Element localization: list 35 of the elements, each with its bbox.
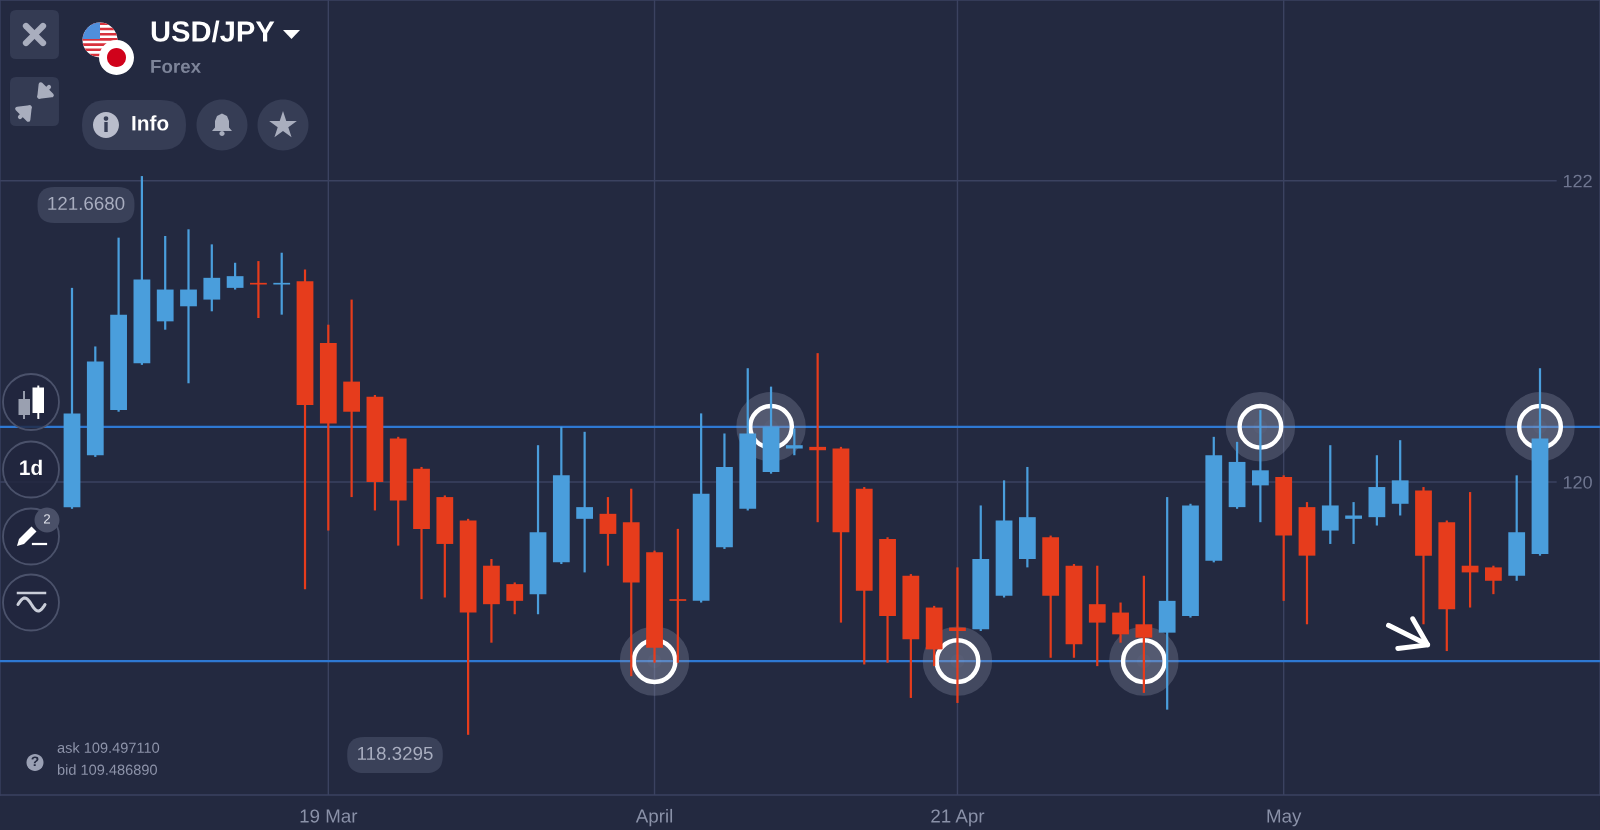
candlestick xyxy=(180,228,197,385)
candlestick xyxy=(1391,439,1409,517)
annotation: bid 109.486890 xyxy=(57,764,157,775)
text: USD/JPY xyxy=(151,20,275,43)
candlestick xyxy=(506,581,524,616)
annotation: 118.3295 xyxy=(358,746,433,761)
text: 2 xyxy=(44,514,51,524)
text: Forex xyxy=(151,59,201,74)
candlestick xyxy=(785,427,803,457)
x-tick-label: 21 Apr xyxy=(931,809,985,827)
candlestick xyxy=(1088,564,1106,668)
candlestick xyxy=(599,495,617,567)
candlestick xyxy=(226,261,244,291)
text: ? xyxy=(31,756,39,767)
candlestick xyxy=(1135,574,1153,695)
candlestick xyxy=(669,527,687,664)
annotation: Info xyxy=(132,115,169,131)
y-tick-label: 122 xyxy=(1563,174,1592,188)
candlestick xyxy=(250,259,267,320)
candlestick xyxy=(576,430,594,574)
candlestick xyxy=(1345,501,1362,546)
text: 1d xyxy=(20,459,42,476)
candlestick xyxy=(809,352,827,524)
candlestick xyxy=(949,566,966,705)
y-tick-label: 120 xyxy=(1563,475,1592,489)
candlestick xyxy=(273,251,291,316)
annotation: 121.6680 xyxy=(48,196,125,211)
candlestick xyxy=(203,243,221,313)
candlestick xyxy=(1112,601,1129,644)
x-tick-label: 19 Mar xyxy=(300,809,358,823)
x-tick-label: April xyxy=(635,808,673,827)
candlestick xyxy=(1251,408,1269,524)
annotation: ask 109.497110 xyxy=(57,742,160,753)
candlestick xyxy=(1485,564,1502,596)
x-tick-label: May xyxy=(1267,809,1302,827)
